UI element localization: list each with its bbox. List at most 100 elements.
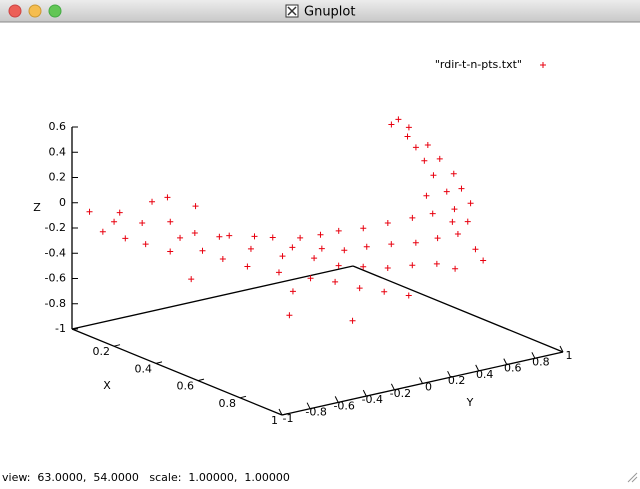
data-point (251, 233, 258, 240)
data-point (421, 157, 428, 164)
data-point (349, 317, 356, 324)
z-tick-label: -0.6 (45, 272, 66, 285)
data-point (388, 121, 395, 128)
data-point (318, 245, 325, 252)
x-tick-label: 0.4 (135, 362, 153, 375)
y-tick (278, 408, 283, 416)
data-point (216, 233, 223, 240)
status-bar: view: 63.0000, 54.0000 scale: 1.00000, 1… (2, 471, 290, 484)
data-point (149, 198, 156, 205)
y-tick-label: -0.8 (305, 406, 326, 419)
data-point (167, 248, 174, 255)
data-point (188, 276, 195, 283)
y-tick-label: -1 (283, 412, 294, 425)
data-point (467, 200, 474, 207)
close-button[interactable] (8, 4, 22, 18)
data-point (429, 210, 436, 217)
x-axis (71, 328, 283, 416)
data-point (139, 220, 146, 227)
data-point (384, 264, 391, 271)
data-point (279, 253, 286, 260)
data-point (436, 155, 443, 162)
zoom-button[interactable] (48, 4, 62, 18)
data-point (286, 312, 293, 319)
y-tick (559, 345, 564, 353)
y-tick (475, 364, 480, 372)
data-point (388, 241, 395, 248)
z-tick-label: 0.4 (49, 145, 67, 158)
data-point (454, 230, 461, 237)
data-point (247, 245, 254, 252)
base-back-edge (352, 265, 564, 353)
y-tick-label: 0.6 (504, 362, 522, 375)
minimize-button[interactable] (28, 4, 42, 18)
y-tick (334, 396, 339, 403)
data-point (289, 288, 296, 295)
data-point (116, 209, 123, 216)
legend-label: "rdir-t-n-pts.txt" (435, 58, 522, 71)
data-point (226, 232, 233, 239)
data-point (192, 203, 199, 210)
data-point (307, 275, 314, 282)
data-point (363, 243, 370, 250)
data-point (360, 225, 367, 232)
x-tick-label: 0.8 (219, 397, 237, 410)
data-point (412, 144, 419, 151)
data-point (464, 218, 471, 225)
data-point (311, 255, 318, 262)
x-tick (113, 344, 121, 347)
y-tick-label: 0.4 (476, 368, 494, 381)
y-tick-label: -0.2 (390, 387, 411, 400)
data-point (412, 239, 419, 246)
z-tick-label: 0.6 (49, 120, 67, 133)
z-tick-label: 0 (59, 196, 66, 209)
data-point (332, 278, 339, 285)
data-point (360, 263, 367, 270)
x-tick (155, 361, 163, 364)
y-tick (419, 377, 423, 384)
y-tick (306, 402, 311, 409)
data-point (177, 234, 184, 241)
data-point (423, 192, 430, 199)
y-tick (390, 383, 395, 391)
y-tick (531, 352, 536, 359)
data-point (430, 172, 437, 179)
x-tick-label: 0.2 (93, 345, 111, 358)
data-point (458, 185, 465, 192)
y-tick (503, 358, 508, 365)
z-tick-label: -1 (55, 322, 66, 335)
data-point (122, 235, 129, 242)
y-tick (362, 389, 367, 397)
data-point (335, 227, 342, 234)
data-point (405, 292, 412, 299)
data-point (219, 256, 226, 263)
data-point (434, 235, 441, 242)
plot: -1 -0.8 -0.6 -0.4 -0.2 0 0.2 0.4 0.6 0.2 0.4 0.6 0.8… (33, 58, 572, 427)
y-axis-label: Y (466, 396, 474, 409)
data-point (199, 247, 206, 254)
data-point (86, 208, 93, 215)
y-tick-label: 0.8 (532, 355, 550, 368)
data-point (404, 133, 411, 140)
data-point (424, 141, 431, 148)
title-bar (0, 0, 640, 22)
data-point (289, 244, 296, 251)
y-tick-label: 0.2 (448, 374, 466, 387)
data-point (381, 288, 388, 295)
data-point (142, 241, 149, 248)
data-point (341, 247, 348, 254)
data-point (317, 231, 324, 238)
data-point (480, 257, 487, 264)
data-point (409, 214, 416, 221)
data-point (433, 260, 440, 267)
data-point (472, 246, 479, 253)
z-tick-label: -0.8 (45, 297, 66, 310)
legend-marker (540, 62, 546, 68)
z-tick-label: -0.2 (45, 221, 66, 234)
data-point (384, 220, 391, 227)
base-back-edge (71, 265, 354, 330)
data-point (335, 262, 342, 269)
data-point (452, 265, 459, 272)
